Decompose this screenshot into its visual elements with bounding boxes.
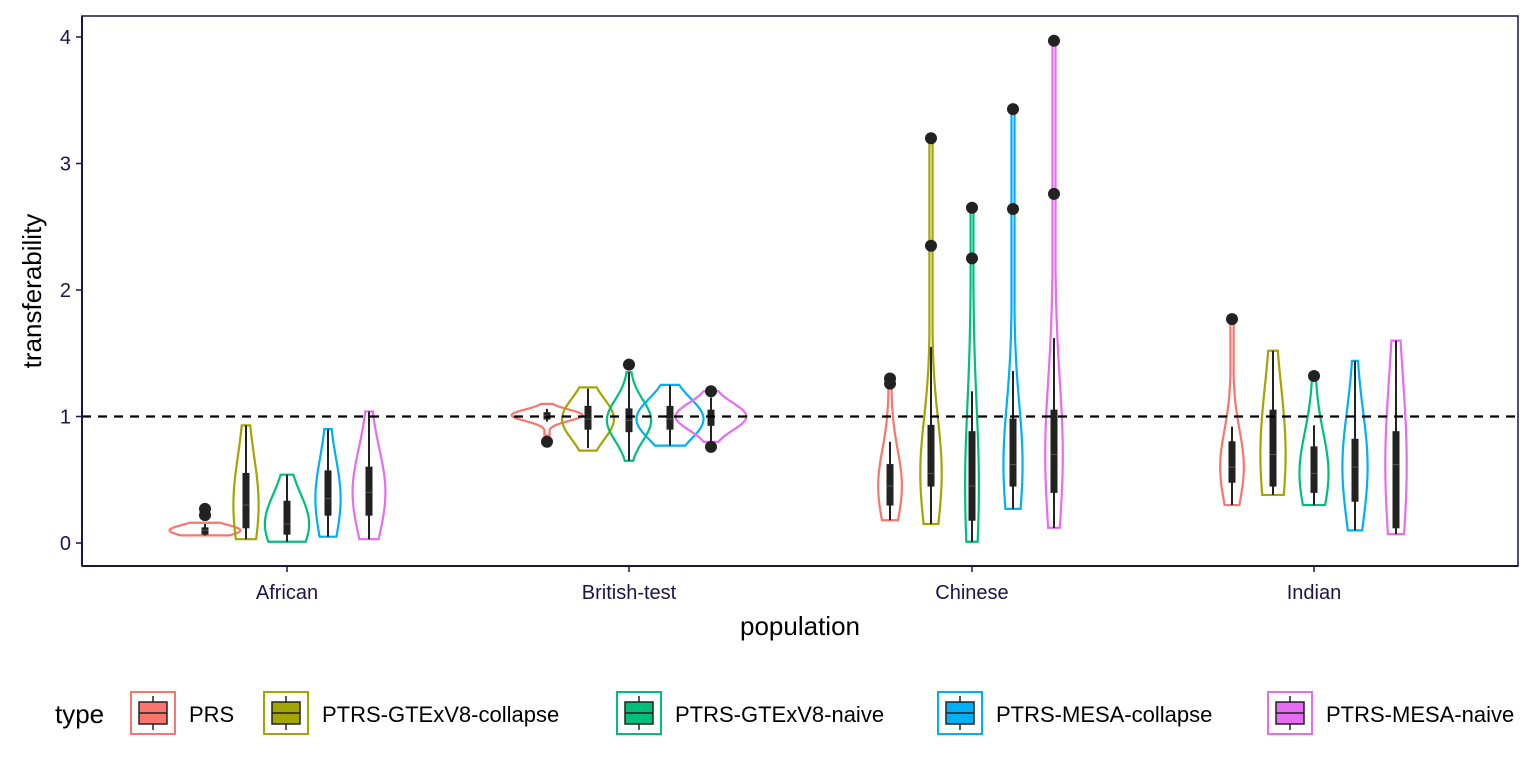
violin-outline — [232, 424, 260, 541]
outlier-point — [705, 440, 717, 453]
boxplot-box — [666, 405, 674, 430]
x-tick-label: Chinese — [935, 582, 1008, 604]
boxplot-box — [1269, 409, 1277, 487]
violin-PTRS-MESA-collapse-Chinese — [1002, 103, 1024, 510]
outlier-point — [199, 502, 211, 515]
legend-label: PTRS-MESA-collapse — [996, 702, 1212, 727]
violin-outline — [1384, 339, 1408, 536]
y-tick-label: 2 — [60, 280, 71, 302]
outlier-point — [884, 372, 896, 385]
legend-label: PTRS-GTExV8-naive — [675, 702, 884, 727]
outlier-point — [1007, 103, 1019, 116]
outlier-point — [1048, 34, 1060, 47]
legend-key-PRS — [130, 691, 176, 735]
violin-PTRS-GTExV8-naive-Indian — [1298, 370, 1330, 507]
outlier-point — [966, 201, 978, 214]
outlier-point — [623, 358, 635, 371]
violin-outline — [314, 428, 342, 538]
x-tick-label: African — [256, 582, 318, 604]
boxplot-box — [584, 405, 592, 430]
boxplot-box — [886, 464, 894, 506]
legend-key-PTRS-GTExV8-collapse — [263, 691, 309, 735]
boxplot-box — [324, 470, 332, 516]
outlier-point — [1007, 203, 1019, 216]
violin-PRS-African — [168, 502, 242, 537]
boxplot-box — [1392, 431, 1400, 529]
violin-outline — [510, 402, 584, 437]
legend-key-PTRS-GTExV8-naive — [616, 691, 662, 735]
violin-outline — [351, 410, 387, 541]
violin-outline — [1341, 359, 1369, 532]
violin-PRS-Indian — [1219, 313, 1245, 507]
violin-outline — [635, 383, 705, 447]
y-axis-title: transferability — [17, 214, 47, 369]
outlier-point — [925, 239, 937, 252]
boxplot-box — [968, 431, 976, 521]
legend: type PRS PTRS-GTExV8-collapse PTRS-GTExV8-… — [55, 691, 1514, 735]
violin-outline — [605, 371, 653, 462]
y-tick-label: 4 — [60, 27, 71, 49]
violin-PTRS-MESA-collapse-Indian — [1341, 359, 1369, 532]
axes: 0 1 2 3 4 African British-test Chinese Indian — [60, 15, 1519, 604]
boxplot-box — [201, 527, 209, 535]
violin-PTRS-MESA-naive-British-test — [674, 385, 748, 453]
violin-PTRS-MESA-naive-African — [351, 410, 387, 541]
outlier-point — [1048, 187, 1060, 200]
legend-label: PRS — [189, 702, 234, 727]
x-tick-label: British-test — [582, 582, 677, 604]
violin-PTRS-GTExV8-collapse-Chinese — [919, 132, 943, 526]
violin-outline — [1259, 349, 1287, 497]
violin-PTRS-MESA-collapse-British-test — [635, 383, 705, 447]
outlier-point — [1308, 370, 1320, 383]
boxplot-box — [927, 424, 935, 487]
outlier-point — [966, 252, 978, 265]
violin-PTRS-GTExV8-collapse-Indian — [1259, 349, 1287, 497]
boxplot-box — [1009, 418, 1017, 487]
legend-label: PTRS-GTExV8-collapse — [322, 702, 559, 727]
legend-key-PTRS-MESA-collapse — [937, 691, 983, 735]
outlier-point — [925, 132, 937, 145]
y-tick-label: 0 — [60, 533, 71, 555]
boxplot-box — [365, 466, 373, 516]
violin-PTRS-GTExV8-naive-Chinese — [963, 201, 981, 543]
legend-label: PTRS-MESA-naive — [1326, 702, 1514, 727]
y-tick-label: 1 — [60, 407, 71, 429]
violin-PTRS-GTExV8-naive-African — [263, 473, 311, 543]
violin-outline — [263, 473, 311, 543]
boxplot-box — [1228, 441, 1236, 483]
violin-PTRS-GTExV8-collapse-African — [232, 424, 260, 541]
boxplot-box — [707, 409, 715, 426]
x-tick-label: Indian — [1287, 582, 1342, 604]
boxplot-box — [1310, 446, 1318, 493]
violin-outline — [674, 390, 748, 443]
violin-outline — [168, 521, 242, 537]
violin-PTRS-MESA-naive-Indian — [1384, 339, 1408, 536]
violin-PTRS-MESA-naive-Chinese — [1044, 34, 1064, 529]
outlier-point — [705, 385, 717, 398]
legend-title: type — [55, 699, 104, 729]
boxplot-box — [283, 500, 291, 535]
legend-key-PTRS-MESA-naive — [1267, 691, 1313, 735]
x-axis-title: population — [740, 611, 860, 641]
boxplot-box — [1351, 438, 1359, 502]
outlier-point — [1226, 313, 1238, 326]
violin-PTRS-MESA-collapse-African — [314, 428, 342, 538]
y-tick-label: 3 — [60, 154, 71, 176]
plot-area — [82, 34, 1518, 543]
boxplot-box — [1050, 409, 1058, 493]
boxplot-box — [242, 472, 250, 529]
violin-PRS-Chinese — [877, 372, 903, 522]
outlier-point — [541, 435, 553, 448]
